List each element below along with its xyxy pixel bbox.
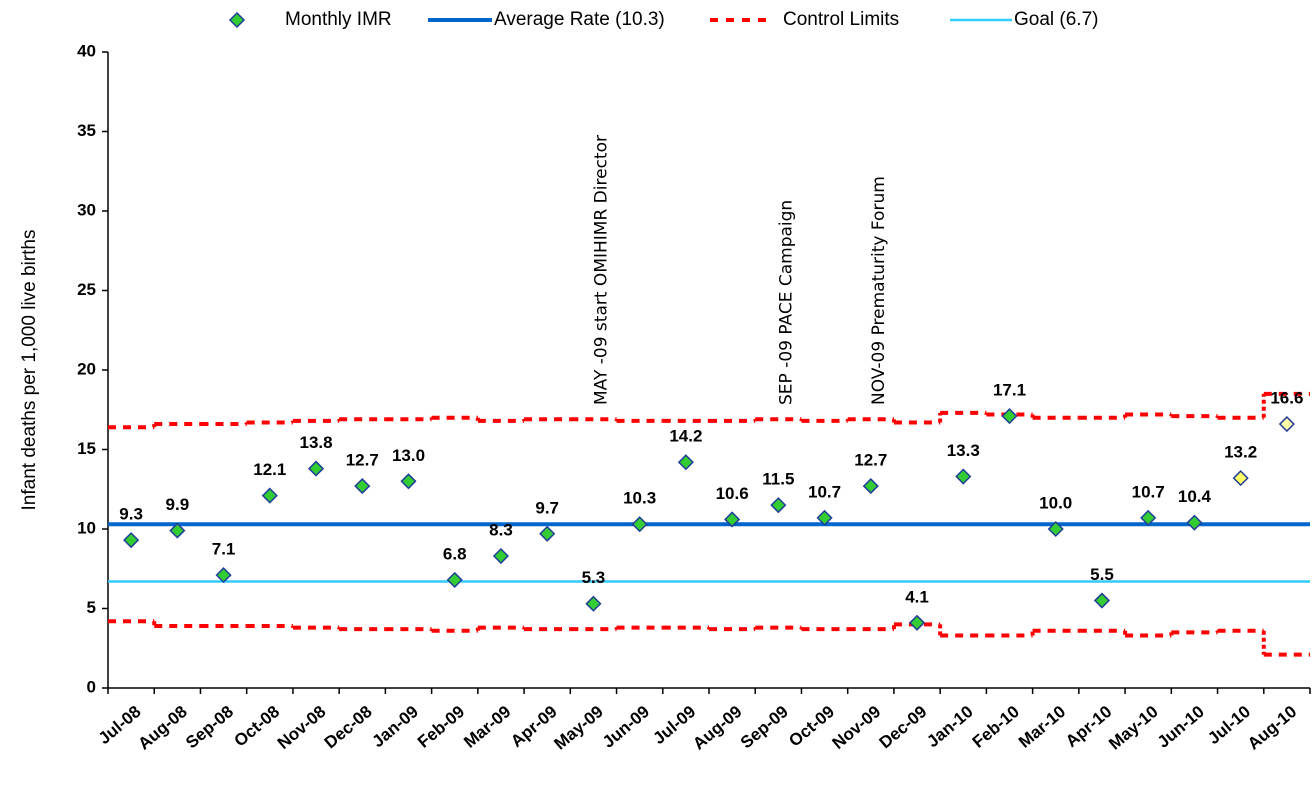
y-axis-label: Infant deaths per 1,000 live births [19, 230, 40, 511]
data-label: 10.6 [716, 484, 749, 503]
data-point [169, 522, 186, 539]
data-point [1232, 470, 1249, 487]
data-point [724, 511, 741, 528]
x-tick-label: Mar-10 [1015, 702, 1069, 752]
x-tick-label: Dec-08 [321, 702, 376, 752]
data-point [816, 509, 833, 526]
x-tick-label: Apr-10 [1062, 702, 1115, 751]
data-label: 11.5 [762, 470, 794, 489]
data-point [1278, 415, 1295, 433]
x-tick-label: Jan-10 [923, 702, 976, 751]
x-tick-label: Apr-09 [507, 702, 560, 751]
data-label: 7.1 [212, 540, 236, 559]
x-tick-label: Sep-09 [737, 702, 792, 752]
data-point [770, 497, 787, 514]
data-point [1093, 592, 1111, 609]
y-tick-label: 25 [77, 280, 96, 299]
x-tick-label: Jun-09 [599, 702, 653, 752]
data-point [446, 571, 463, 588]
data-point [862, 478, 879, 495]
data-label: 9.3 [119, 505, 143, 524]
data-label: 12.1 [253, 460, 286, 479]
data-label: 13.2 [1224, 443, 1257, 462]
y-tick-label: 20 [77, 359, 96, 378]
y-tick-label: 15 [77, 439, 96, 458]
x-tick-label: Aug-09 [689, 702, 745, 754]
x-tick-label: Nov-08 [274, 702, 330, 753]
data-point [492, 547, 510, 565]
data-label: 13.3 [947, 441, 980, 460]
data-label: 12.7 [854, 451, 887, 470]
data-point [354, 478, 371, 495]
x-tick-label: May-10 [1105, 702, 1161, 754]
legend-label: Control Limits [783, 9, 899, 30]
data-label: 8.3 [489, 521, 513, 540]
y-tick-label: 30 [77, 200, 96, 219]
data-point [123, 532, 140, 549]
data-point [908, 614, 926, 631]
data-label: 9.7 [535, 498, 559, 517]
annotation: NOV-09 Prematurity Forum [869, 176, 889, 405]
x-tick-label: Nov-09 [829, 702, 885, 753]
data-label: 10.7 [808, 482, 841, 501]
data-point [400, 473, 417, 490]
data-label: 13.0 [392, 446, 425, 465]
data-point [1140, 509, 1157, 526]
legend-label: Goal (6.7) [1014, 9, 1098, 30]
data-point [261, 487, 278, 504]
data-point [307, 460, 325, 477]
y-tick-label: 10 [77, 518, 96, 537]
data-point [1047, 520, 1064, 538]
y-tick-label: 35 [77, 121, 96, 140]
legend-marker [228, 11, 246, 29]
x-tick-label: Mar-09 [460, 702, 514, 752]
data-point [215, 567, 232, 584]
data-label: 17.1 [993, 381, 1026, 400]
data-label: 10.4 [1178, 487, 1212, 506]
data-label: 10.7 [1132, 482, 1165, 501]
x-tick-label: Dec-09 [876, 702, 931, 752]
data-point [539, 525, 556, 542]
x-tick-label: Feb-10 [969, 702, 1023, 752]
y-tick-label: 40 [77, 41, 96, 60]
data-point [631, 516, 648, 533]
x-tick-label: Sep-08 [182, 702, 237, 752]
data-label: 5.5 [1090, 565, 1114, 584]
data-point [1001, 408, 1018, 425]
x-tick-label: Oct-09 [785, 702, 838, 751]
data-label: 5.3 [582, 568, 606, 587]
data-label: 9.9 [166, 495, 190, 514]
x-tick-label: Feb-09 [414, 702, 468, 752]
data-label: 13.8 [299, 433, 332, 452]
data-label: 12.7 [346, 451, 379, 470]
x-tick-label: Jun-10 [1154, 702, 1208, 752]
x-tick-label: Aug-08 [134, 702, 190, 754]
data-label: 10.0 [1039, 493, 1072, 512]
y-tick-label: 5 [87, 598, 96, 617]
x-tick-label: May-09 [551, 702, 607, 754]
legend-label: Average Rate (10.3) [494, 9, 665, 30]
data-point [955, 468, 972, 485]
data-label: 4.1 [905, 587, 929, 606]
y-tick-label: 0 [87, 677, 96, 696]
data-point [1186, 514, 1203, 531]
annotation: MAY -09 start OMIHIMR Director [591, 135, 611, 405]
x-tick-label: Oct-08 [231, 702, 284, 751]
data-point [585, 595, 602, 612]
legend-label: Monthly IMR [285, 9, 392, 30]
annotation: SEP -09 PACE Campaign [776, 200, 796, 405]
x-tick-label: Jan-09 [368, 702, 421, 751]
data-label: 14.2 [669, 427, 702, 446]
data-point [677, 454, 694, 471]
data-label: 6.8 [443, 544, 467, 563]
x-tick-label: Aug-10 [1244, 702, 1300, 754]
data-label: 10.3 [623, 489, 656, 508]
data-label: 16.6 [1270, 389, 1303, 408]
